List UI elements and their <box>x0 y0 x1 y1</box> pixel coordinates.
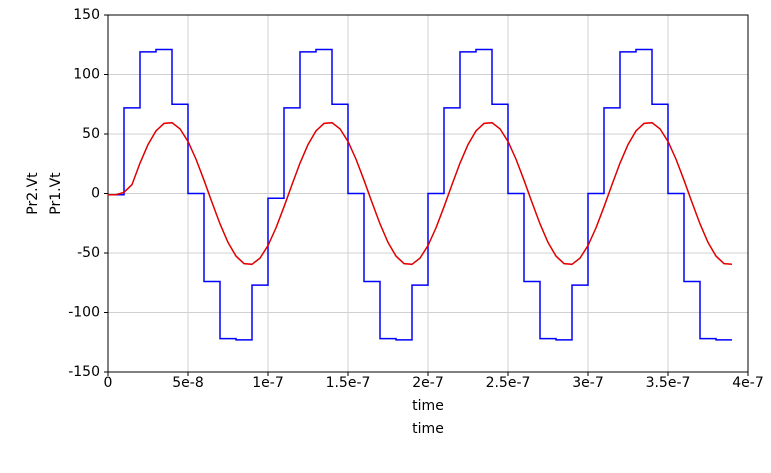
x-tick-label: 3e-7 <box>572 375 603 391</box>
x-tick-label: 1.5e-7 <box>326 375 371 391</box>
y-tick-label: -50 <box>77 245 100 261</box>
y-tick-label: 50 <box>82 126 100 142</box>
x-tick-label: 1e-7 <box>252 375 283 391</box>
y-tick-label: 0 <box>91 186 100 202</box>
x-axis-label: time <box>412 398 444 414</box>
series-line <box>108 121 733 266</box>
series-line <box>108 48 732 341</box>
x-tick-label: 5e-8 <box>172 375 203 391</box>
y-axis-label: Pr1.Vt <box>48 172 64 215</box>
plot-frame <box>107 14 749 373</box>
x-tick-label: 2e-7 <box>412 375 443 391</box>
x-tick-label: 4e-7 <box>732 375 763 391</box>
y-axis-label: Pr2.Vt <box>25 172 41 215</box>
y-tick-label: 150 <box>73 7 100 23</box>
y-tick-label: 100 <box>73 67 100 83</box>
x-axis-label: time <box>412 421 444 437</box>
x-tick-label: 0 <box>104 375 113 391</box>
y-tick-label: -150 <box>68 364 100 380</box>
x-tick-label: 2.5e-7 <box>486 375 531 391</box>
x-tick-label: 3.5e-7 <box>646 375 691 391</box>
y-tick-label: -100 <box>68 305 100 321</box>
